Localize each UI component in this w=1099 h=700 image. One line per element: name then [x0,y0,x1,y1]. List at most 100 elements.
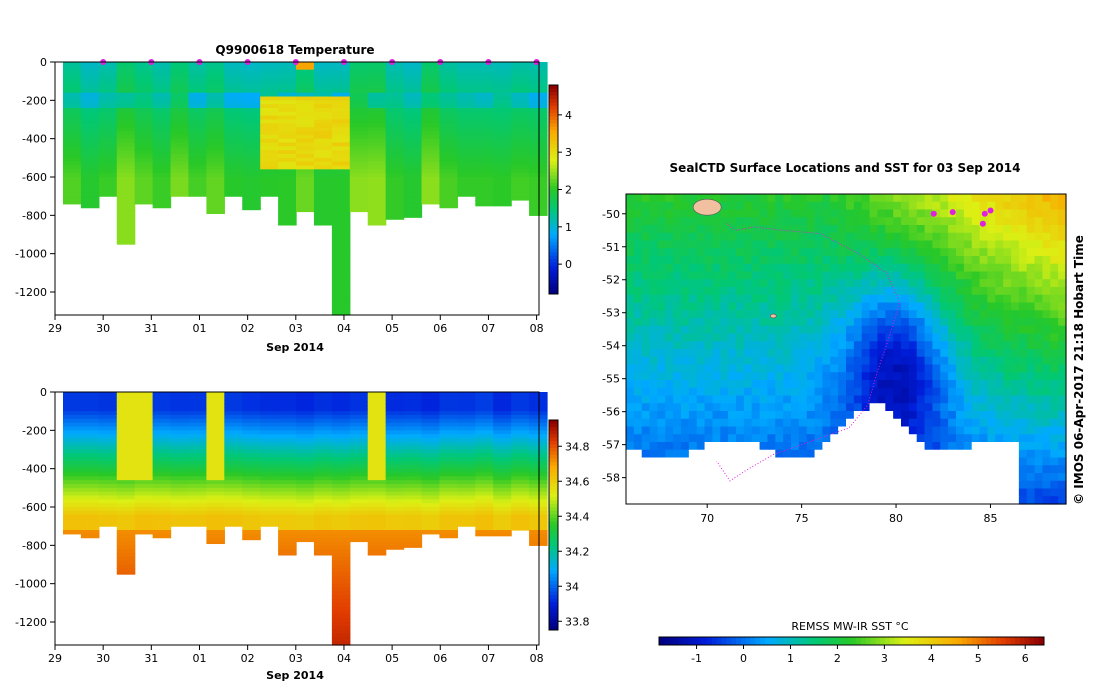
map-cell [767,318,776,327]
heat-cell [170,476,190,481]
heat-cell [331,480,351,485]
map-cell [657,318,666,327]
heat-cell [278,507,297,512]
map-cell [665,302,674,311]
map-cell [838,294,847,304]
heat-cell [331,249,351,255]
heat-cell [98,495,118,500]
map-cell [838,333,847,342]
map-cell [704,395,714,404]
heat-cell [152,530,172,535]
heat-cell [152,92,172,98]
map-cell [1011,426,1020,435]
heat-cell [511,418,530,424]
heat-cell [242,403,261,408]
colorbar-step [549,465,558,470]
heat-cell [367,62,387,67]
heat-cell [493,457,512,462]
heat-cell [331,614,351,619]
heat-cell [511,119,530,124]
heat-cell [152,495,172,500]
map-cell [1026,411,1036,420]
heat-cell [134,487,154,493]
map-cell [838,287,847,296]
map-cell [720,403,729,412]
map-cell [704,302,714,311]
heat-cell [403,192,423,197]
heat-cell [260,510,279,516]
map-cell [743,473,753,482]
map-cell [665,256,674,265]
map-cell [791,465,800,474]
heat-cell [80,188,100,193]
map-cell [626,201,635,211]
colorbar-tick-label: 1 [787,652,794,665]
map-cell [932,232,941,242]
heat-cell [170,96,190,101]
heat-cell [331,625,351,631]
heat-cell [313,430,333,435]
map-cell [948,341,957,350]
map-cell [908,442,918,451]
colorbar-step [549,168,558,173]
colorbar-step [549,458,558,463]
heat-cell [188,108,208,113]
heat-cell [224,392,243,397]
map-cell [861,201,871,211]
map-cell [1034,256,1044,265]
map-cell [775,232,784,242]
heat-cell [242,514,261,520]
map-cell [1018,356,1028,366]
heat-cell [116,518,136,523]
map-cell [1003,209,1012,218]
map-cell [971,387,981,397]
heat-cell [349,142,369,147]
heat-cell [152,445,172,451]
colorbar-step [549,588,558,592]
heat-cell [206,499,225,504]
map-cell [688,473,698,482]
heat-cell [242,161,261,167]
heat-cell [278,411,297,416]
map-cell [767,473,776,482]
map-cell [767,488,776,497]
heat-cell [511,415,530,420]
map-cell [885,364,894,373]
map-cell [759,341,769,350]
map-cell [1003,442,1012,451]
heat-cell [313,154,333,159]
map-cell [633,302,643,311]
colorbar-step [549,563,558,568]
map-cell [971,488,981,497]
heat-cell [331,142,351,147]
colorbar-step [549,577,558,582]
colorbar-step [957,637,963,645]
map-cell [665,449,674,459]
map-cell [657,263,666,273]
heat-cell [242,407,261,412]
heat-cell [403,96,423,101]
lat-tick-label: -56 [602,406,620,419]
map-cell [971,434,981,443]
heat-cell [296,526,315,531]
colorbar-step [1015,637,1021,645]
map-cell [838,310,847,319]
heat-cell [439,399,458,405]
map-cell [822,457,831,466]
map-cell [767,271,776,280]
heat-cell [439,203,458,209]
map-cell [1011,403,1020,412]
map-cell [775,263,784,273]
map-cell [1026,403,1036,412]
map-cell [798,457,808,466]
map-cell [688,217,698,226]
map-cell [940,225,949,234]
heat-cell [206,138,225,144]
map-cell [736,364,745,373]
map-cell [649,380,659,389]
map-cell [798,287,808,296]
heat-cell [385,192,405,197]
colorbar-step [549,532,558,536]
map-cell [673,395,682,404]
map-cell [806,434,816,443]
